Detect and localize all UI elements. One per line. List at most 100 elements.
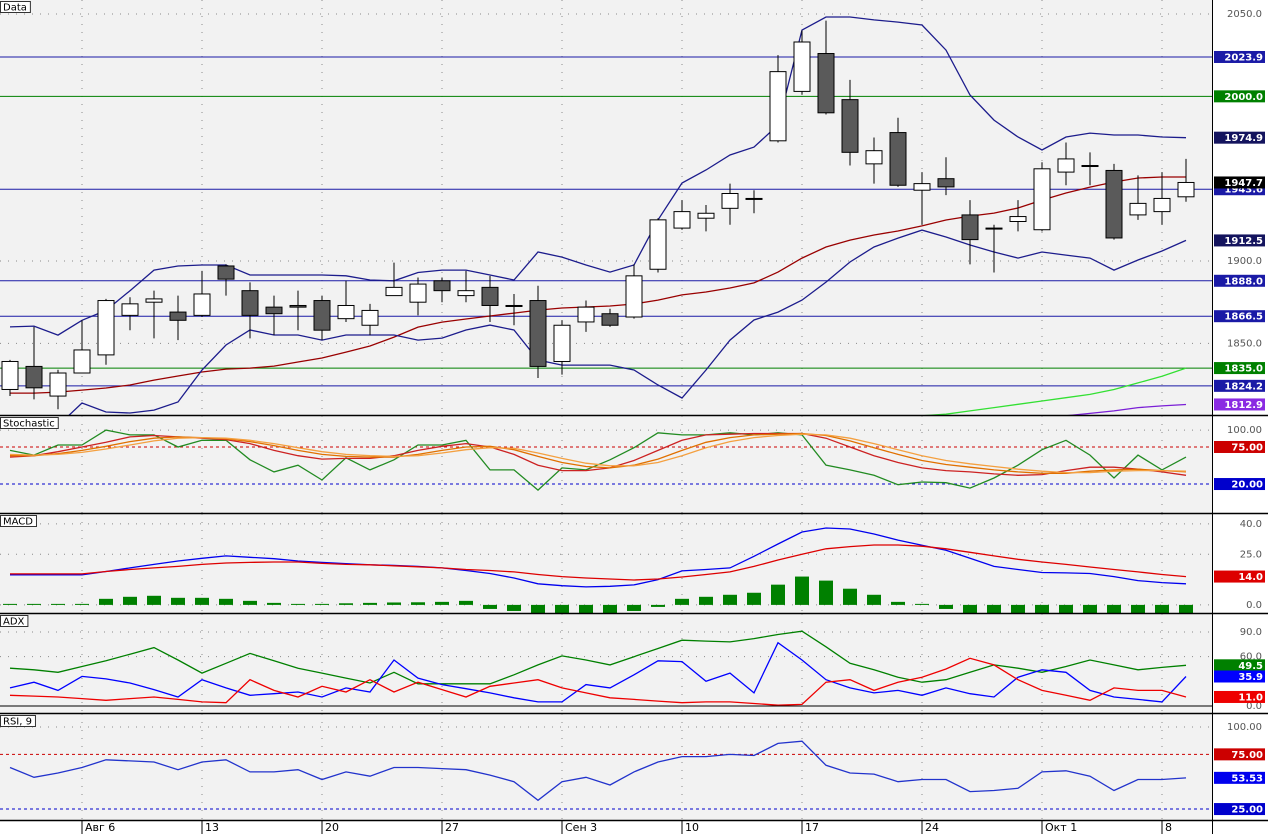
candle-body [1081,165,1099,168]
bar [699,596,713,605]
candle-body [1,360,19,390]
value-tag-label: 1912.5 [1224,236,1263,247]
candle-body [1057,158,1075,173]
date-label: 17 [805,821,819,834]
candle-body [529,300,547,367]
candle-body [49,372,67,397]
line [10,527,1187,588]
value-tag-label: 1835.0 [1224,364,1263,375]
value-tag-label: 75.00 [1231,442,1263,453]
y-tick-label: 100.00 [1227,722,1262,733]
panel-title-box [0,715,36,727]
value-tag-label: 1947.7 [1224,178,1263,189]
bar [1059,604,1073,613]
candle-body [841,99,859,153]
line [9,657,1187,706]
candle-body [601,313,619,326]
date-label: 24 [925,821,939,834]
line [68,229,1187,415]
bar [1011,604,1025,613]
bar [867,594,881,605]
candle-body [913,183,931,191]
candle-body [961,214,979,241]
bar [75,603,89,605]
candle-body [433,280,451,292]
y-tick-label: 25.0 [1240,549,1262,560]
bar [891,601,905,605]
candle-body [385,286,403,297]
value-tag-label: 1866.5 [1224,312,1263,323]
value-tag-label: 1974.9 [1224,133,1263,144]
y-tick-label: 90.0 [1240,627,1262,638]
bar [459,600,473,605]
bar [291,603,305,605]
date-label: 13 [205,821,219,834]
candle-body [73,349,91,374]
value-tag [1214,659,1265,672]
candle-body [793,41,811,92]
value-tag-label: 2000.0 [1224,92,1263,103]
bar [555,604,569,613]
bar [531,604,545,613]
candle-body [1105,169,1123,239]
line [10,544,1187,581]
candle-body [481,286,499,306]
bar [3,603,17,605]
candle-body [25,365,43,389]
candle-body [577,306,595,323]
candle-body [457,290,475,297]
value-tag [1214,748,1265,761]
bar [51,603,65,605]
y-tick-label: 40.0 [1240,519,1262,530]
value-tag [1214,362,1265,375]
candle-body [1153,197,1171,213]
value-tag-label: 2023.9 [1224,52,1263,63]
bar [27,603,41,605]
date-label: Сен 3 [565,821,597,834]
candle-body [865,150,883,165]
value-tag-label: 1943.6 [1224,185,1263,196]
candle-body [217,265,235,280]
plot-background [0,0,1212,834]
candle-body [745,197,763,200]
bar [819,580,833,605]
bar [579,604,593,613]
candle-body [937,178,955,188]
value-tag [1214,234,1265,247]
value-tag [1214,670,1265,683]
date-label: Окт 1 [1045,821,1077,834]
candle-body [265,306,283,315]
date-label: Авг 6 [85,821,115,834]
panel-title: ADX [3,617,25,628]
bar [747,592,761,605]
line [924,367,1187,415]
panel-title-box [0,417,59,429]
value-tag [1214,90,1265,103]
value-tag [1214,690,1265,703]
date-label: 10 [685,821,699,834]
value-tag-label: 1812.9 [1224,400,1263,411]
value-tag-label: 1888.0 [1224,276,1263,287]
bar [267,602,281,605]
value-tag-label: 25.00 [1231,805,1263,816]
candle-body [97,300,115,356]
bar [1083,604,1097,613]
y-tick-label: 0.0 [1246,701,1262,712]
candle-body [409,283,427,303]
bar [363,602,377,605]
bar [603,604,617,613]
value-tag-label: 75.00 [1231,750,1263,761]
bar [627,604,641,611]
date-label: 8 [1165,821,1172,834]
candle-body [985,227,1003,230]
bar [675,598,689,605]
candle-body [625,275,643,318]
candle-body [289,304,307,308]
line [1067,403,1187,415]
y-tick-label: 1850.0 [1227,338,1262,349]
bar [843,588,857,605]
panel-title-box [0,515,37,527]
bar [1107,604,1121,613]
value-tag-label: 11.0 [1238,692,1263,703]
y-tick-label: 1900.0 [1227,256,1262,267]
